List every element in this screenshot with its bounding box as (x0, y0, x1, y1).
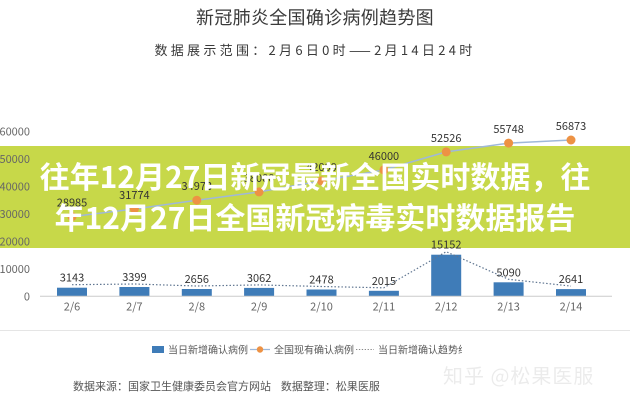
svg-text:2641: 2641 (559, 271, 583, 287)
svg-text:60000: 60000 (0, 123, 30, 139)
svg-text:2/12: 2/12 (435, 298, 458, 314)
svg-text:2/11: 2/11 (373, 298, 396, 314)
svg-text:0: 0 (24, 288, 30, 304)
svg-text:3143: 3143 (60, 270, 84, 286)
svg-text:2015: 2015 (372, 273, 396, 289)
svg-text:2478: 2478 (309, 272, 333, 288)
svg-text:2/13: 2/13 (497, 298, 520, 314)
svg-text:2/8: 2/8 (189, 298, 206, 314)
svg-text:10000: 10000 (0, 261, 30, 277)
svg-text:55748: 55748 (493, 121, 524, 137)
svg-text:2656: 2656 (185, 271, 209, 287)
svg-text:5090: 5090 (496, 264, 520, 280)
svg-text:3062: 3062 (247, 270, 271, 286)
svg-text:2/7: 2/7 (126, 298, 143, 314)
svg-text:2/10: 2/10 (310, 298, 333, 314)
svg-text:56873: 56873 (556, 118, 587, 134)
svg-text:52526: 52526 (431, 130, 462, 146)
svg-text:3399: 3399 (122, 269, 146, 285)
svg-text:2/6: 2/6 (64, 298, 81, 314)
svg-text:15152: 15152 (431, 237, 462, 253)
svg-text:2/9: 2/9 (251, 298, 268, 314)
svg-text:2/14: 2/14 (560, 298, 583, 314)
